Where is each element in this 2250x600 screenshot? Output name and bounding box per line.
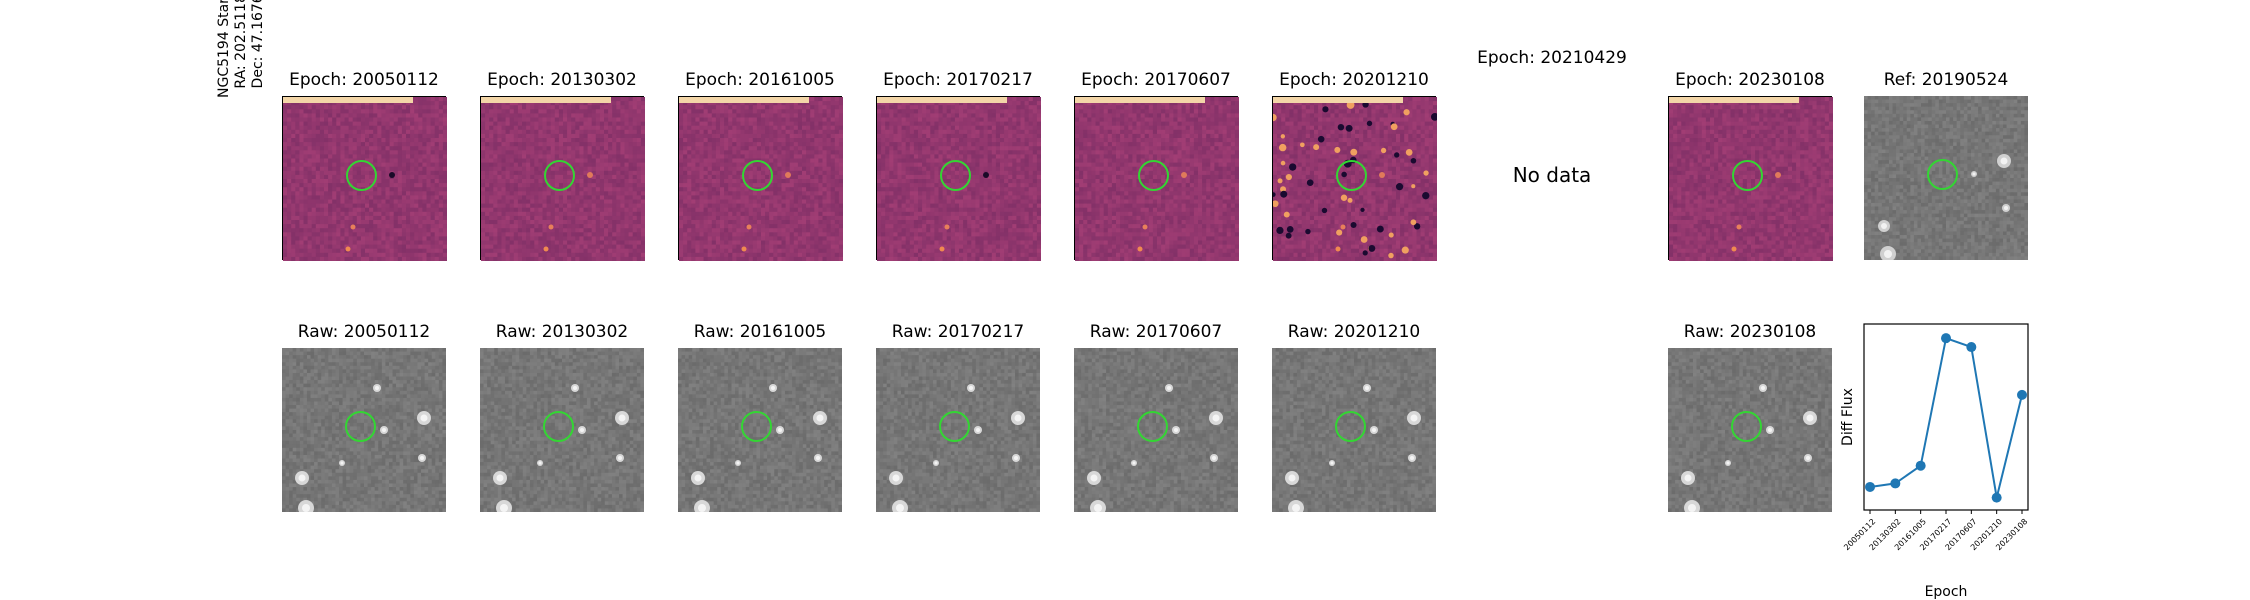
difference-image <box>1074 96 1239 261</box>
target-ra: RA: 202.5118907 <box>233 0 250 108</box>
chart-frame <box>1863 323 2029 511</box>
epoch-title: Epoch: 20170607 <box>1074 70 1238 90</box>
raw-image <box>1272 348 1436 512</box>
aperture-circle <box>1137 411 1168 442</box>
difference-image <box>876 96 1041 261</box>
aperture-circle <box>742 160 773 191</box>
aperture-circle <box>1336 160 1367 191</box>
diff-flux-line <box>1869 336 2023 498</box>
epoch-title: Epoch: 20050112 <box>282 70 446 90</box>
aperture-circle <box>346 160 377 191</box>
no-data-label: No data <box>1470 163 1634 187</box>
raw-title: Raw: 20161005 <box>678 322 842 342</box>
aperture-circle <box>1731 411 1762 442</box>
reference-title: Ref: 20190524 <box>1864 70 2028 90</box>
target-name: NGC5194 Star 6339 <box>216 0 233 108</box>
raw-image <box>1074 348 1238 512</box>
x-axis-label: Epoch <box>1925 584 1968 600</box>
raw-title: Raw: 20170607 <box>1074 322 1238 342</box>
raw-title: Raw: 20130302 <box>480 322 644 342</box>
aperture-circle <box>544 160 575 191</box>
data-point <box>1890 478 1901 489</box>
raw-image <box>1668 348 1832 512</box>
target-info-label: NGC5194 Star 6339 RA: 202.5118907 Dec: 4… <box>216 0 272 108</box>
aperture-circle <box>741 411 772 442</box>
epoch-title: Epoch: 20201210 <box>1272 70 1436 90</box>
data-point <box>1991 492 2002 503</box>
raw-title: Raw: 20170217 <box>876 322 1040 342</box>
data-point <box>1941 333 1951 344</box>
y-axis-label: Diff Flux <box>1840 388 1856 446</box>
aperture-circle <box>940 160 971 191</box>
epoch-title: Epoch: 20130302 <box>480 70 644 90</box>
difference-image <box>282 96 447 261</box>
aperture-circle <box>1335 411 1366 442</box>
target-dec: Dec: 47.1676418 <box>250 0 267 108</box>
epoch-title: Epoch: 20230108 <box>1668 70 1832 90</box>
data-point <box>1865 481 1875 492</box>
aperture-circle <box>1138 160 1169 191</box>
diff-flux-chart: 2005011220130302201610052017021720170607… <box>1840 323 2029 600</box>
aperture-circle <box>939 411 970 442</box>
aperture-circle <box>1732 160 1763 191</box>
raw-title: Raw: 20050112 <box>282 322 446 342</box>
difference-image <box>1668 96 1833 261</box>
raw-title: Raw: 20201210 <box>1272 322 1436 342</box>
difference-image <box>678 96 843 261</box>
epoch-title: Epoch: 20210429 <box>1470 48 1634 68</box>
aperture-circle <box>1927 159 1958 190</box>
data-point <box>1966 342 1977 353</box>
difference-image <box>1272 96 1437 261</box>
raw-image <box>876 348 1040 512</box>
raw-image <box>282 348 446 512</box>
aperture-circle <box>345 411 376 442</box>
difference-image <box>480 96 645 261</box>
epoch-title: Epoch: 20170217 <box>876 70 1040 90</box>
epoch-title: Epoch: 20161005 <box>678 70 842 90</box>
raw-image <box>480 348 644 512</box>
raw-title: Raw: 20230108 <box>1668 322 1832 342</box>
reference-image <box>1864 96 2028 260</box>
data-point <box>1915 460 1926 471</box>
raw-image <box>678 348 842 512</box>
data-point <box>2017 389 2027 400</box>
aperture-circle <box>543 411 574 442</box>
